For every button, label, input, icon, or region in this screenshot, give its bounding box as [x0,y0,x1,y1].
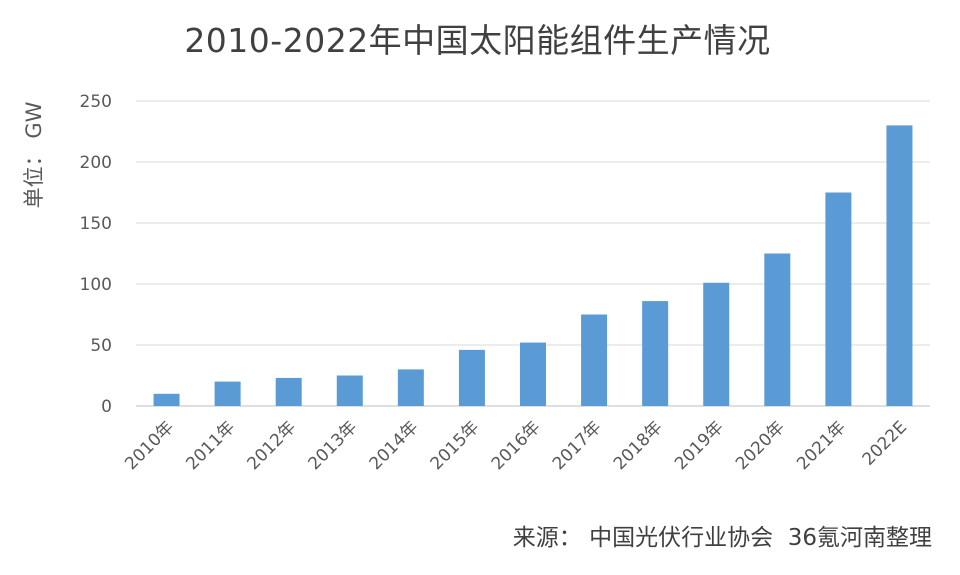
y-tick-labels: 0 50 100 150 200 250 [80,92,112,417]
bar [520,342,546,406]
x-category-labels: 2010年 2011年 2012年 2013年 2014年 2015年 2016年 2017年… [121,417,911,474]
x-category-label: 2016年 [488,417,545,474]
x-category-label: 2021年 [793,417,850,474]
y-tick-label: 150 [80,214,112,234]
bar [397,369,424,406]
bar [214,381,241,406]
y-tick-label: 250 [80,92,112,112]
bar [703,282,730,406]
x-category-label: 2015年 [427,417,484,474]
y-tick-label: 50 [90,336,112,356]
bars [153,125,913,407]
bar [153,393,180,406]
x-category-label: 2011年 [182,417,239,474]
x-category-label: 2022E [859,417,911,469]
x-category-label: 2010年 [121,417,178,474]
bar [642,301,669,406]
bar [581,314,608,406]
x-category-label: 2017年 [549,417,606,474]
bar [275,377,302,406]
x-category-label: 2019年 [671,417,728,474]
bar [764,253,791,406]
x-category-label: 2020年 [732,417,789,474]
x-category-label: 2012年 [243,417,300,474]
bar [886,125,913,407]
x-category-label: 2013年 [305,417,362,474]
chart-title: 2010-2022年中国太阳能组件生产情况 [184,21,771,60]
y-tick-label: 100 [80,275,112,295]
bar [336,375,363,406]
x-category-label: 2014年 [366,417,423,474]
y-tick-label: 0 [101,397,112,417]
y-tick-label: 200 [80,153,112,173]
bar [458,349,485,406]
x-category-label: 2018年 [610,417,667,474]
source-note: 来源： 中国光伏行业协会 36氪河南整理 [512,525,932,551]
bar [825,192,852,406]
